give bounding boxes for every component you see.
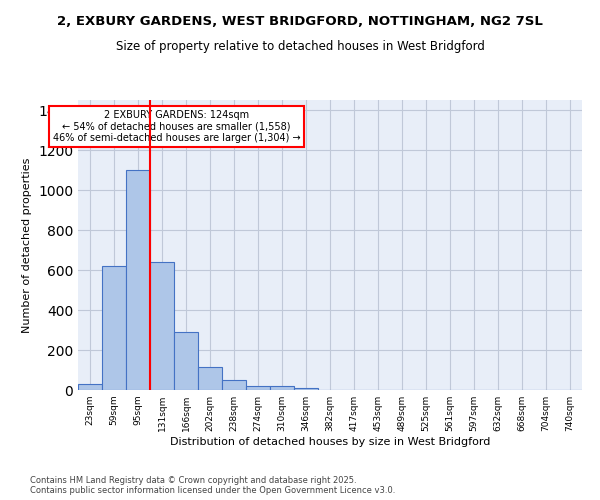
- Text: 2 EXBURY GARDENS: 124sqm
← 54% of detached houses are smaller (1,558)
46% of sem: 2 EXBURY GARDENS: 124sqm ← 54% of detach…: [53, 110, 300, 143]
- Y-axis label: Number of detached properties: Number of detached properties: [22, 158, 32, 332]
- Bar: [174, 332, 198, 390]
- Bar: [150, 262, 174, 390]
- X-axis label: Distribution of detached houses by size in West Bridgford: Distribution of detached houses by size …: [170, 437, 490, 447]
- Text: Contains HM Land Registry data © Crown copyright and database right 2025.
Contai: Contains HM Land Registry data © Crown c…: [30, 476, 395, 495]
- Text: Size of property relative to detached houses in West Bridgford: Size of property relative to detached ho…: [116, 40, 484, 53]
- Bar: [246, 386, 270, 390]
- Bar: [126, 170, 150, 390]
- Bar: [198, 367, 222, 390]
- Text: 2, EXBURY GARDENS, WEST BRIDGFORD, NOTTINGHAM, NG2 7SL: 2, EXBURY GARDENS, WEST BRIDGFORD, NOTTI…: [57, 15, 543, 28]
- Bar: [294, 388, 318, 390]
- Bar: [222, 380, 246, 390]
- Bar: [102, 266, 126, 390]
- Bar: [78, 384, 102, 390]
- Bar: [270, 386, 294, 390]
